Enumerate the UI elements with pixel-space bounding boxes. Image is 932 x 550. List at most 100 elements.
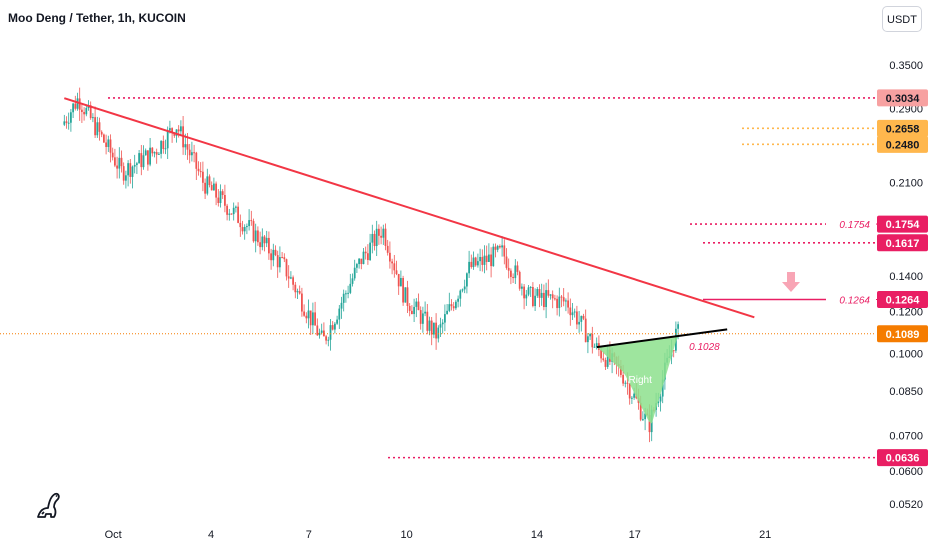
candle-body	[639, 402, 642, 420]
candle-body	[474, 257, 477, 266]
candle-body	[389, 252, 391, 262]
candle-body	[657, 401, 660, 404]
candle-body	[301, 293, 303, 312]
candle-body	[628, 383, 631, 399]
candle-body	[296, 291, 299, 293]
candle-body	[534, 295, 536, 307]
candle-body	[430, 320, 433, 335]
candle-body	[413, 306, 415, 315]
current-price-badge: 0.1089	[886, 329, 920, 341]
candle-body	[65, 121, 68, 123]
candle-body	[261, 236, 264, 248]
candle-body	[499, 245, 501, 248]
candle-body	[138, 153, 140, 164]
candle-body	[116, 165, 118, 169]
candle-body	[173, 132, 176, 136]
candle-body	[314, 312, 316, 326]
candle-body	[263, 236, 266, 244]
candle-body	[70, 112, 72, 123]
candle-body	[213, 183, 215, 191]
candle-body	[644, 413, 646, 420]
candle-body	[406, 287, 409, 306]
candle-body	[466, 273, 468, 287]
candle-body	[384, 228, 387, 246]
candle-body	[111, 152, 114, 158]
candle-body	[411, 310, 413, 315]
candle-body	[109, 139, 112, 153]
candle-body	[386, 245, 389, 253]
candle-body	[279, 257, 281, 268]
candle-body	[177, 129, 180, 132]
currency-button[interactable]: USDT	[882, 6, 922, 32]
level-badge: 0.1754	[886, 219, 921, 231]
candle-body	[518, 271, 521, 289]
candle-body	[367, 253, 369, 260]
candle-body	[472, 257, 475, 268]
y-tick-label: 0.1400	[889, 271, 923, 283]
price-badges: 0.3034 0.2658 0.2480 0.1754 0.1617 0.1264 0.06…	[877, 89, 928, 467]
tradingview-logo-icon[interactable]	[34, 490, 62, 520]
candle-body	[144, 150, 147, 156]
candle-body	[151, 147, 154, 154]
candle-body	[118, 157, 121, 169]
candle-body	[303, 311, 305, 316]
candle-body	[94, 117, 96, 136]
candle-body	[252, 221, 255, 242]
candle-body	[595, 343, 598, 347]
candle-body	[224, 195, 226, 206]
candle-body	[543, 292, 545, 308]
candle-body	[560, 296, 563, 298]
candle-body	[74, 103, 77, 109]
candle-body	[162, 141, 165, 149]
candle-body	[215, 183, 217, 198]
candle-body	[114, 157, 116, 166]
current-price-badge-bg	[877, 325, 928, 343]
candle-body	[391, 261, 393, 264]
candle-body	[356, 264, 358, 268]
candle-body	[463, 286, 466, 290]
x-tick-label: 17	[629, 529, 641, 541]
candle-body	[624, 382, 627, 384]
candle-body	[587, 336, 589, 343]
candle-body	[532, 287, 534, 307]
candle-body	[417, 301, 420, 311]
candle-body	[602, 358, 605, 361]
candle-body	[661, 379, 664, 397]
candle-body	[569, 307, 572, 316]
candle-body	[292, 277, 294, 285]
candle-body	[338, 308, 341, 320]
candle-body	[435, 322, 437, 339]
candle-body	[250, 220, 253, 222]
level-badge: 0.3034	[886, 93, 921, 105]
candle-body	[347, 292, 349, 294]
candle-body	[514, 265, 517, 279]
candle-body	[512, 276, 514, 279]
candle-body	[193, 152, 195, 154]
candle-body	[426, 311, 429, 331]
candle-body	[329, 325, 332, 340]
level-badge-bg	[877, 290, 928, 308]
candle-body	[369, 242, 371, 260]
candle-body	[492, 246, 495, 267]
candle-body	[67, 122, 70, 124]
candle-body	[677, 324, 679, 329]
candle-body	[85, 108, 88, 115]
candle-body	[239, 222, 242, 228]
candle-body	[556, 298, 558, 309]
candle-body	[600, 349, 602, 359]
candle-body	[461, 289, 464, 291]
candle-body	[408, 305, 411, 311]
candle-body	[342, 293, 345, 303]
candle-body	[549, 294, 552, 296]
candle-body	[83, 111, 85, 115]
x-tick-label: 4	[208, 529, 214, 541]
candle-body	[122, 166, 125, 181]
candle-body	[562, 297, 565, 302]
candle-body	[125, 175, 127, 181]
x-tick-label: Oct	[105, 529, 122, 541]
cup-pattern-shape	[596, 335, 684, 424]
candle-body	[307, 310, 310, 319]
candle-body	[89, 105, 92, 119]
candle-body	[186, 144, 189, 150]
